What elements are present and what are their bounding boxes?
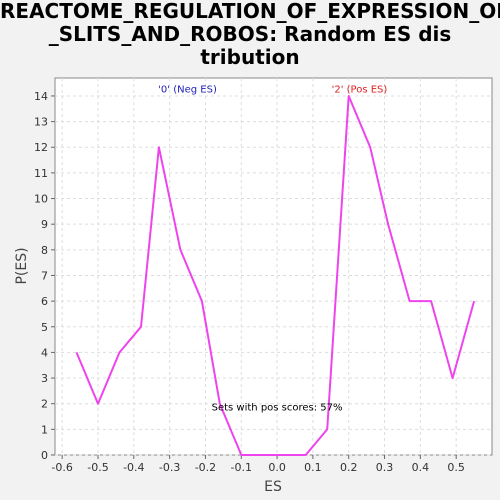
y-tick-label: 1: [41, 423, 48, 436]
x-tick-label: 0.2: [340, 461, 358, 474]
axes: -0.6 -0.5 -0.4 -0.3 -0.2 -0.1 0.0 0.1 0.2 0.3 0.4 0…: [34, 90, 465, 474]
annotations: '0' (Neg ES) '2' (Pos ES) Sets with pos sc…: [158, 84, 387, 413]
x-tick-label: 0.1: [304, 461, 322, 474]
x-tick-label: -0.3: [159, 461, 180, 474]
y-tick-label: 10: [34, 193, 48, 206]
y-tick-label: 3: [41, 372, 48, 385]
y-tick-label: 4: [41, 346, 48, 359]
y-tick-label: 9: [41, 218, 48, 231]
x-tick-label: -0.5: [87, 461, 108, 474]
y-tick-label: 12: [34, 141, 48, 154]
x-tick-label: -0.1: [231, 461, 252, 474]
y-tick-label: 8: [41, 244, 48, 257]
annotation-text: '0' (Neg ES): [158, 84, 217, 95]
grid-lines: [55, 78, 492, 456]
annotation-text: Sets with pos scores: 57%: [212, 402, 343, 413]
x-tick-label: -0.4: [123, 461, 144, 474]
y-tick-label: 14: [34, 90, 48, 103]
annotation-text: '2' (Pos ES): [332, 84, 388, 95]
y-tick-label: 13: [34, 116, 48, 129]
plot-area: [54, 77, 493, 456]
y-axis-label: P(ES): [14, 247, 30, 284]
series-line: [75, 95, 476, 456]
x-tick-label: 0.4: [412, 461, 430, 474]
x-tick-label: 0.3: [376, 461, 394, 474]
x-tick-label: 0.0: [268, 461, 286, 474]
y-tick-label: 6: [41, 295, 48, 308]
series-lines: [75, 95, 476, 456]
x-tick-label: -0.2: [195, 461, 216, 474]
y-tick-label: 2: [41, 398, 48, 411]
x-axis-label: ES: [264, 479, 282, 495]
chart-title: REACTOME_REGULATION_OF_EXPRESSION_OF _SL…: [0, 0, 500, 69]
x-tick-label: 0.5: [447, 461, 465, 474]
y-tick-label: 0: [41, 449, 48, 462]
y-tick-label: 11: [34, 167, 48, 180]
x-tick-label: -0.6: [51, 461, 72, 474]
y-tick-label: 5: [41, 321, 48, 334]
y-tick-label: 7: [41, 269, 48, 282]
